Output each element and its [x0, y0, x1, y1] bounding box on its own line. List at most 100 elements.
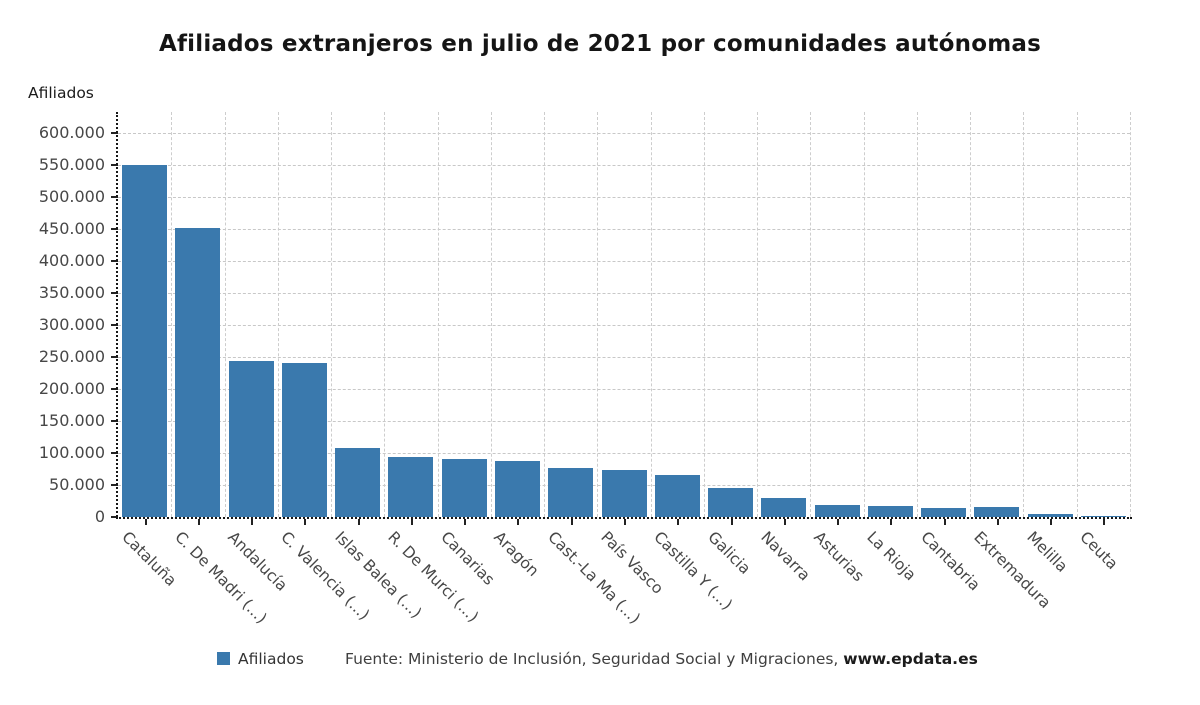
bar — [228, 361, 274, 517]
x-axis-label: C. De Madri (...) — [171, 528, 271, 628]
v-gridline — [224, 112, 226, 517]
v-gridline — [490, 112, 492, 517]
bar — [441, 459, 487, 517]
v-gridline — [757, 112, 759, 517]
x-axis-label: Galicia — [703, 528, 754, 578]
source-link[interactable]: www.epdata.es — [843, 650, 978, 668]
v-gridline — [437, 112, 439, 517]
source-text: Fuente: Ministerio de Inclusión, Segurid… — [345, 650, 978, 668]
h-gridline — [118, 133, 1130, 134]
bar — [1080, 516, 1126, 517]
bar — [708, 488, 754, 517]
x-tick — [730, 519, 733, 525]
x-axis-line — [116, 517, 1132, 519]
x-axis-label: Aragón — [490, 528, 543, 581]
v-gridline — [1130, 112, 1131, 517]
v-gridline — [277, 112, 279, 517]
x-tick — [251, 519, 254, 525]
y-tick — [111, 420, 118, 422]
x-axis-label: Melilla — [1023, 528, 1072, 576]
x-tick — [357, 519, 360, 525]
bar — [814, 505, 860, 517]
y-tick-label: 350.000 — [38, 283, 105, 302]
h-gridline — [118, 261, 1130, 262]
y-tick-label: 200.000 — [38, 379, 105, 398]
x-axis-label: Asturias — [810, 528, 868, 586]
y-axis-line — [116, 112, 118, 517]
h-gridline — [118, 229, 1130, 230]
v-gridline — [703, 112, 705, 517]
bar — [601, 470, 647, 517]
x-tick — [890, 519, 893, 525]
y-tick-label: 450.000 — [38, 219, 105, 238]
h-gridline — [118, 325, 1130, 326]
y-axis-title: Afiliados — [28, 84, 94, 102]
x-axis-label: Ceuta — [1076, 528, 1122, 574]
bar — [654, 475, 700, 517]
y-tick-label: 550.000 — [38, 155, 105, 174]
y-tick — [111, 196, 118, 198]
x-tick — [996, 519, 999, 525]
legend-swatch — [217, 652, 230, 665]
y-tick-label: 600.000 — [38, 123, 105, 142]
y-tick-label: 300.000 — [38, 315, 105, 334]
v-gridline — [331, 112, 333, 517]
bar — [548, 468, 594, 517]
v-gridline — [1023, 112, 1025, 517]
v-gridline — [544, 112, 546, 517]
x-tick — [624, 519, 626, 525]
x-tick — [783, 519, 786, 525]
bar — [761, 498, 807, 517]
x-tick — [570, 519, 573, 525]
x-tick — [410, 519, 413, 525]
y-tick — [111, 452, 118, 454]
x-tick — [943, 519, 946, 525]
y-tick — [111, 484, 118, 486]
y-tick — [111, 292, 118, 294]
v-gridline — [1076, 112, 1078, 517]
y-tick — [111, 132, 118, 134]
bar — [867, 506, 913, 517]
y-tick — [111, 164, 118, 166]
x-tick — [837, 519, 840, 525]
x-axis-label: La Rioja — [863, 528, 920, 585]
h-gridline — [118, 421, 1130, 422]
h-gridline — [118, 389, 1130, 390]
v-gridline — [171, 112, 173, 517]
y-tick — [111, 388, 118, 390]
h-gridline — [118, 357, 1130, 358]
x-axis-label: Cast.-La Ma (...) — [544, 528, 644, 628]
y-tick-label: 50.000 — [49, 475, 105, 494]
bar — [974, 507, 1020, 517]
x-tick — [1103, 519, 1106, 525]
y-tick — [111, 324, 118, 326]
x-axis-label: Cataluña — [117, 528, 180, 590]
x-tick — [464, 519, 467, 525]
bar — [122, 165, 168, 517]
bar — [175, 228, 221, 517]
v-gridline — [916, 112, 918, 517]
y-tick — [111, 516, 118, 518]
v-gridline — [650, 112, 652, 517]
x-tick — [1050, 519, 1053, 525]
h-gridline — [118, 165, 1130, 166]
bar — [388, 457, 434, 517]
source-prefix: Fuente: Ministerio de Inclusión, Segurid… — [345, 650, 844, 668]
y-tick — [111, 228, 118, 230]
y-tick-label: 100.000 — [38, 443, 105, 462]
bar — [1027, 514, 1073, 517]
x-axis-label: R. De Murci (...) — [384, 528, 483, 626]
legend-label: Afiliados — [238, 650, 304, 668]
v-gridline — [970, 112, 972, 517]
x-tick — [677, 519, 680, 525]
v-gridline — [863, 112, 865, 517]
v-gridline — [597, 112, 599, 517]
h-gridline — [118, 293, 1130, 294]
y-tick — [111, 260, 118, 262]
bar — [494, 461, 540, 517]
x-tick — [304, 519, 307, 525]
v-gridline — [384, 112, 386, 517]
x-tick — [144, 519, 147, 525]
